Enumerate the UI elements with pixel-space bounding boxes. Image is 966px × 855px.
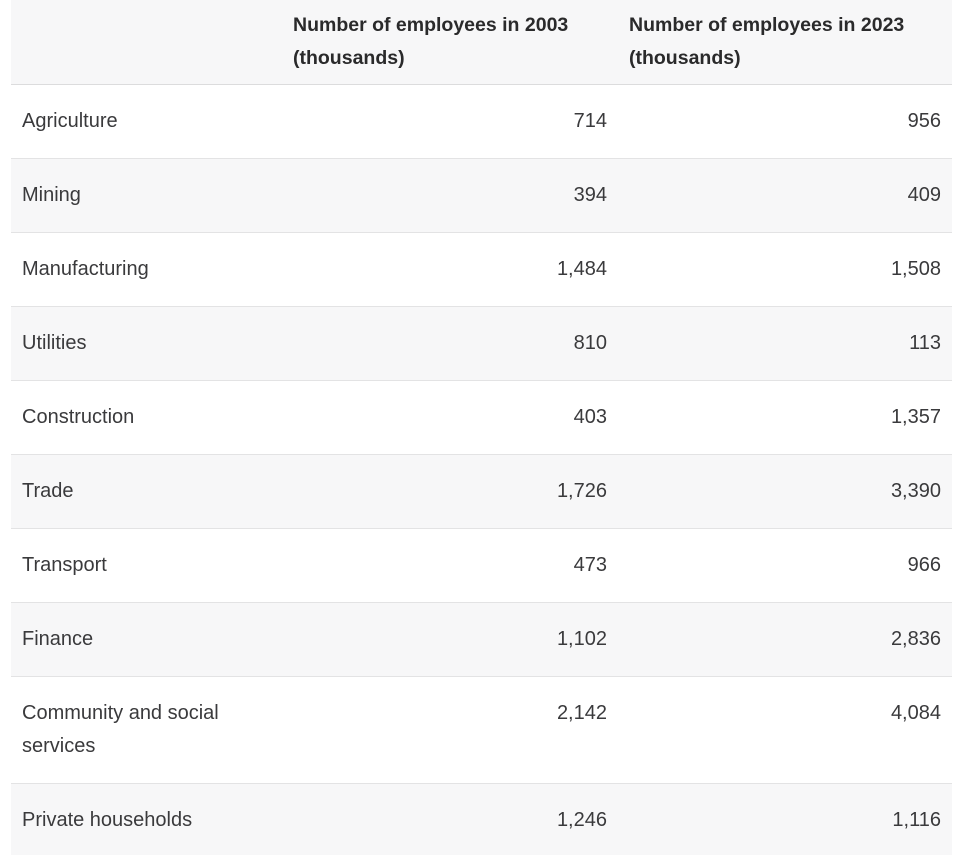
table-row: Transport 473 966 xyxy=(11,528,952,603)
value-2003: 394 xyxy=(573,184,607,206)
value-2003: 1,484 xyxy=(556,258,607,280)
employees-table: Number of employees in 2003 (thousands) … xyxy=(11,0,952,855)
industry-label: Trade xyxy=(22,480,74,502)
value-2023: 1,508 xyxy=(890,258,941,280)
industry-label: Private households xyxy=(22,809,193,831)
table-row: Community and social services 2,142 4,084 xyxy=(11,676,952,784)
value-2003: 2,142 xyxy=(556,702,607,724)
table-row: Finance 1,102 2,836 xyxy=(11,602,952,677)
value-2023: 1,116 xyxy=(892,809,941,831)
table-row: Manufacturing 1,484 1,508 xyxy=(11,232,952,307)
value-2023: 409 xyxy=(907,184,941,206)
industry-label: Manufacturing xyxy=(22,258,149,280)
table-body: Agriculture 714 956 Mining 394 409 Manufacturi… xyxy=(11,85,952,855)
industry-label: Finance xyxy=(22,628,94,650)
industry-label: Construction xyxy=(22,406,135,428)
table-row: Mining 394 409 xyxy=(11,158,952,233)
value-2023: 4,084 xyxy=(890,702,941,724)
value-2003: 403 xyxy=(573,406,607,428)
value-2023: 2,836 xyxy=(890,628,941,650)
industry-label: Transport xyxy=(22,554,107,576)
value-2003: 714 xyxy=(573,110,607,132)
industry-label: Mining xyxy=(22,184,81,206)
column-header-2023: Number of employees in 2023 (thousands) xyxy=(618,0,952,85)
value-2023: 3,390 xyxy=(890,480,941,502)
table-row: Trade 1,726 3,390 xyxy=(11,454,952,529)
table-row: Agriculture 714 956 xyxy=(11,85,952,159)
value-2003: 1,246 xyxy=(556,809,607,831)
column-header-2003: Number of employees in 2003 (thousands) xyxy=(282,0,618,85)
industry-label: Agriculture xyxy=(22,110,118,132)
value-2023: 966 xyxy=(907,554,941,576)
value-2003: 1,726 xyxy=(556,480,607,502)
value-2023: 956 xyxy=(907,110,941,132)
value-2023: 113 xyxy=(909,332,941,354)
value-2003: 1,102 xyxy=(556,628,607,650)
value-2003: 810 xyxy=(573,332,607,354)
table-row: Construction 403 1,357 xyxy=(11,380,952,455)
industry-label: Utilities xyxy=(22,332,87,354)
industry-label: Community and social services xyxy=(22,702,219,757)
value-2023: 1,357 xyxy=(890,406,941,428)
header-row: Number of employees in 2003 (thousands) … xyxy=(11,0,952,85)
table-row: Utilities 810 113 xyxy=(11,306,952,381)
table-row: Private households 1,246 1,116 xyxy=(11,783,952,855)
value-2003: 473 xyxy=(573,554,607,576)
column-header-industry xyxy=(11,0,282,85)
